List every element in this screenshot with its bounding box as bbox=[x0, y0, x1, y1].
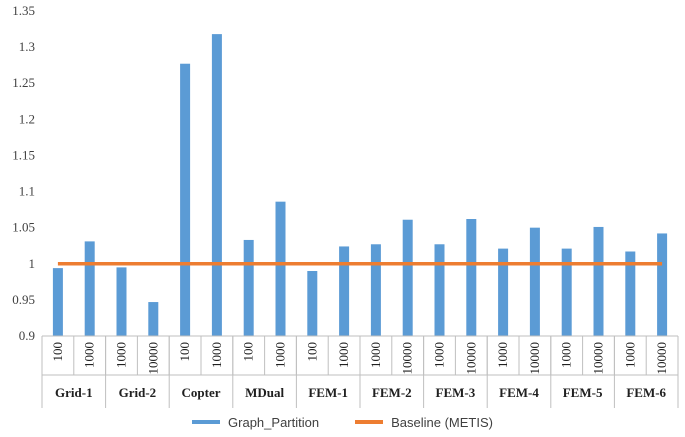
x-group-label: FEM-4 bbox=[499, 385, 539, 400]
y-tick-label: 1 bbox=[29, 256, 36, 271]
y-tick-label: 0.95 bbox=[12, 292, 35, 307]
legend-label-graph-partition: Graph_Partition bbox=[228, 414, 320, 430]
x-group-label: FEM-5 bbox=[563, 385, 603, 400]
x-group-label: FEM-1 bbox=[308, 385, 348, 400]
bar bbox=[657, 233, 668, 336]
bar bbox=[52, 268, 63, 336]
x-category-label: 1000 bbox=[114, 342, 129, 368]
y-tick-label: 1.25 bbox=[12, 75, 35, 90]
x-group-label: Copter bbox=[182, 385, 221, 400]
bar bbox=[593, 226, 604, 336]
y-tick-label: 0.9 bbox=[19, 328, 35, 343]
x-category-label: 1000 bbox=[432, 342, 447, 368]
x-category-label: 1000 bbox=[336, 342, 351, 368]
x-category-label: 10000 bbox=[400, 342, 415, 375]
bar bbox=[434, 244, 445, 336]
bar bbox=[561, 248, 572, 336]
x-group-label: FEM-2 bbox=[372, 385, 412, 400]
y-tick-label: 1.35 bbox=[12, 3, 35, 18]
bar bbox=[307, 271, 318, 336]
bar bbox=[211, 34, 222, 336]
bar bbox=[370, 244, 381, 336]
x-category-label: 100 bbox=[50, 342, 65, 362]
bar bbox=[275, 201, 286, 336]
bar bbox=[625, 251, 636, 336]
x-category-label: 1000 bbox=[622, 342, 637, 368]
bar bbox=[466, 219, 477, 336]
x-category-label: 10000 bbox=[527, 342, 542, 375]
bars bbox=[52, 34, 668, 336]
y-tick-label: 1.3 bbox=[19, 39, 35, 54]
x-axis: 100 1000 1000 10000 100 1000 100 1000 100 1000 100… bbox=[41, 335, 679, 408]
legend-swatch-graph-partition bbox=[192, 420, 221, 424]
x-category-label: 100 bbox=[177, 342, 192, 362]
x-group-label: Grid-1 bbox=[55, 385, 93, 400]
legend: Graph_Partition Baseline (METIS) bbox=[0, 411, 685, 433]
x-group-label: MDual bbox=[245, 385, 284, 400]
bar bbox=[148, 302, 159, 336]
y-tick-label: 1.15 bbox=[12, 147, 35, 162]
x-category-label: 100 bbox=[241, 342, 256, 362]
x-category-label: 1000 bbox=[273, 342, 288, 368]
x-group-label: FEM-3 bbox=[436, 385, 476, 400]
x-category-label: 1000 bbox=[82, 342, 97, 368]
bar bbox=[116, 267, 127, 336]
bar bbox=[529, 227, 540, 336]
bar bbox=[498, 248, 509, 336]
legend-item-graph-partition: Graph_Partition bbox=[192, 415, 319, 430]
x-group-label: Grid-2 bbox=[119, 385, 157, 400]
x-category-label: 10000 bbox=[145, 342, 160, 375]
bar bbox=[402, 219, 413, 336]
y-axis: 0.9 0.95 1 1.05 1.1 1.15 1.2 1.25 1.3 1.35 bbox=[12, 3, 35, 343]
bar bbox=[339, 246, 350, 336]
x-group-label: FEM-6 bbox=[626, 385, 666, 400]
y-tick-label: 1.05 bbox=[12, 220, 35, 235]
x-category-label: 100 bbox=[304, 342, 319, 362]
x-category-label: 1000 bbox=[209, 342, 224, 368]
x-category-label: 10000 bbox=[654, 342, 669, 375]
x-category-label: 10000 bbox=[463, 342, 478, 375]
x-category-label: 10000 bbox=[591, 342, 606, 375]
x-category-label: 1000 bbox=[495, 342, 510, 368]
legend-swatch-baseline bbox=[355, 420, 384, 424]
bar bbox=[243, 239, 254, 336]
y-tick-label: 1.1 bbox=[19, 184, 35, 199]
x-category-label: 1000 bbox=[559, 342, 574, 368]
bar bbox=[180, 63, 191, 336]
bar bbox=[84, 241, 95, 336]
x-category-label: 1000 bbox=[368, 342, 383, 368]
y-tick-label: 1.2 bbox=[19, 111, 35, 126]
legend-item-baseline: Baseline (METIS) bbox=[355, 415, 493, 430]
legend-label-baseline: Baseline (METIS) bbox=[391, 414, 493, 430]
